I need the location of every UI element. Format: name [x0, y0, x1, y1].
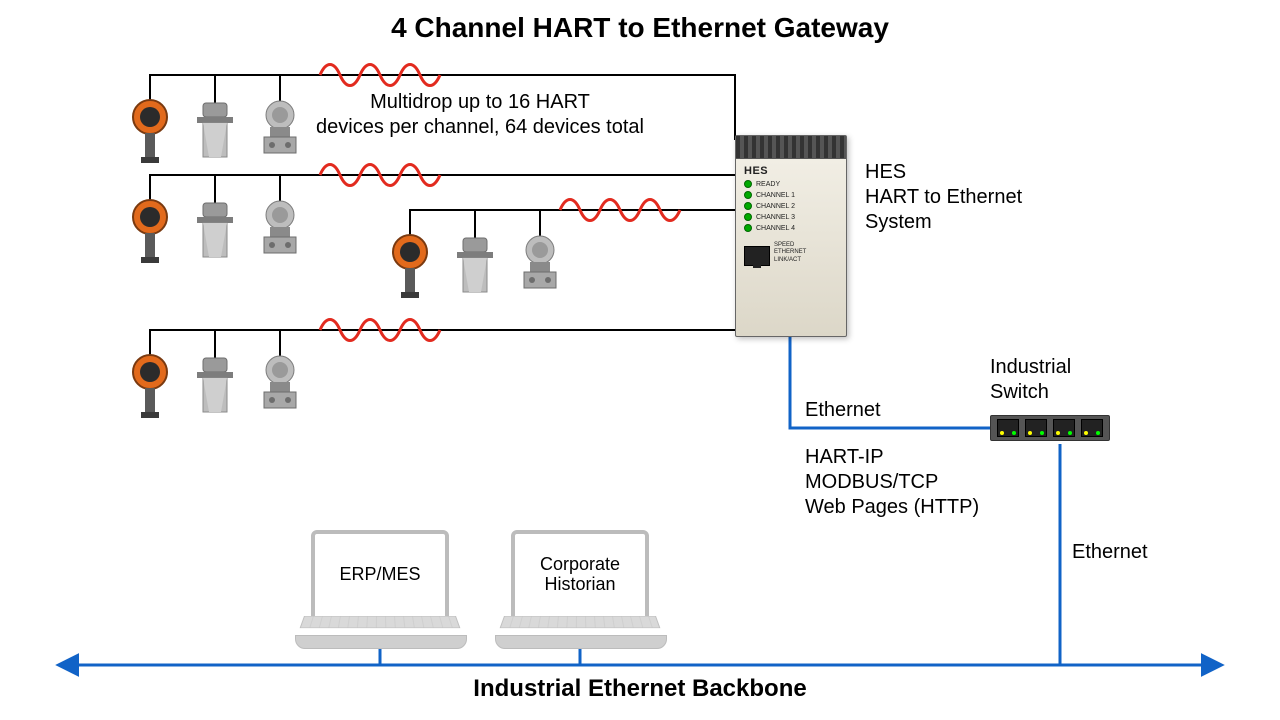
hes-label: HES HART to Ethernet System: [865, 160, 1022, 235]
hes-led-ch3: CHANNEL 3: [756, 214, 795, 221]
laptop-erp-mes-label: ERP/MES: [339, 565, 420, 585]
industrial-switch-icon: [990, 415, 1110, 441]
laptop-historian-label: Corporate Historian: [540, 555, 620, 595]
hes-gateway-icon: HES READY CHANNEL 1 CHANNEL 2 CHANNEL 3 …: [735, 135, 847, 337]
laptop-historian: Corporate Historian: [495, 530, 665, 650]
hes-led-ch4: CHANNEL 4: [756, 225, 795, 232]
hes-eth-label: ETHERNET: [774, 249, 806, 256]
ethernet-label-1: Ethernet: [805, 398, 881, 423]
page-title: 4 Channel HART to Ethernet Gateway: [0, 12, 1280, 44]
hes-led-ready: READY: [756, 181, 780, 188]
hart-devices-ch2b: [393, 210, 556, 298]
protocols-label: HART-IP MODBUS/TCP Web Pages (HTTP): [805, 445, 979, 520]
hes-brand: HES: [744, 165, 838, 177]
hes-rj45-icon: [744, 246, 770, 266]
laptop-erp-mes: ERP/MES: [295, 530, 465, 650]
ethernet-label-2: Ethernet: [1072, 540, 1148, 565]
hart-devices-ch3: [133, 330, 296, 418]
hes-link-label: LINK/ACT: [774, 257, 806, 264]
backbone-label: Industrial Ethernet Backbone: [0, 675, 1280, 703]
hes-led-ch2: CHANNEL 2: [756, 203, 795, 210]
multidrop-label: Multidrop up to 16 HART devices per chan…: [270, 90, 690, 140]
switch-label: Industrial Switch: [990, 355, 1071, 405]
hes-speed-label: SPEED: [774, 242, 806, 249]
hes-led-ch1: CHANNEL 1: [756, 192, 795, 199]
hart-devices-ch2a: [133, 175, 296, 263]
